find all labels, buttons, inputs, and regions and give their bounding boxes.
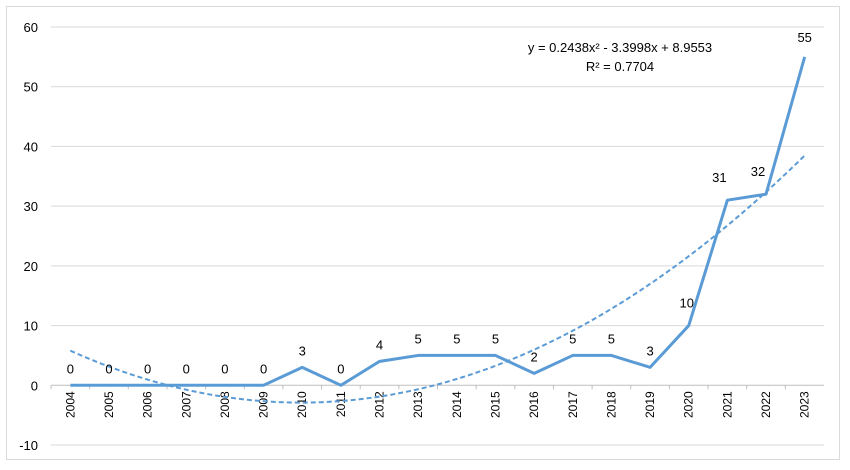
data-label: 10 — [679, 296, 693, 311]
data-label: 31 — [712, 170, 726, 185]
data-label: 3 — [646, 343, 653, 358]
y-tick-label: 40 — [24, 139, 38, 154]
x-tick-label: 2011 — [334, 391, 348, 417]
y-tick-label: 0 — [31, 378, 38, 393]
data-label: 5 — [453, 331, 460, 346]
data-label: 5 — [415, 331, 422, 346]
y-axis-ticks: -10 0 10 20 30 40 50 60 — [19, 20, 38, 453]
x-tick-label: 2022 — [759, 391, 773, 418]
x-tick-label: 2009 — [257, 391, 271, 418]
data-label: 32 — [751, 164, 765, 179]
data-label: 0 — [144, 361, 151, 376]
x-tick-label: 2014 — [450, 391, 464, 418]
x-tick-label: 2010 — [295, 391, 309, 418]
data-label: 5 — [569, 331, 576, 346]
data-label: 0 — [221, 361, 228, 376]
series-line — [70, 56, 807, 387]
y-tick-label: 50 — [24, 80, 38, 95]
x-tick-label: 2008 — [218, 391, 232, 418]
y-tick-label: -10 — [19, 438, 38, 453]
data-label: 0 — [183, 361, 190, 376]
y-tick-label: 30 — [24, 199, 38, 214]
x-axis-ticks: 2004 2005 2006 2007 2008 2009 2010 2011 2012 2013… — [50, 385, 812, 418]
x-tick-label: 2005 — [102, 391, 116, 418]
data-label: 4 — [376, 337, 383, 352]
data-label: 2 — [531, 349, 538, 364]
x-tick-label: 2007 — [179, 391, 193, 418]
y-tick-label: 60 — [24, 20, 38, 35]
data-label: 0 — [105, 361, 112, 376]
data-label: 3 — [299, 343, 306, 358]
data-label: 0 — [337, 361, 344, 376]
y-tick-label: 20 — [24, 259, 38, 274]
y-tick-label: 10 — [24, 319, 38, 334]
x-tick-label: 2017 — [566, 391, 580, 418]
x-tick-label: 2019 — [643, 391, 657, 418]
trendline-r-squared: R² = 0.7704 — [586, 59, 654, 74]
data-label: 55 — [797, 30, 811, 45]
x-tick-label: 2016 — [527, 391, 541, 418]
x-tick-label: 2015 — [488, 391, 502, 418]
data-label: 5 — [608, 331, 615, 346]
x-tick-label: 2023 — [798, 391, 812, 418]
trendline — [69, 154, 806, 404]
data-label: 0 — [67, 361, 74, 376]
x-tick-label: 2021 — [720, 391, 734, 418]
x-tick-label: 2020 — [682, 391, 696, 418]
gridlines — [51, 26, 824, 446]
x-tick-label: 2006 — [141, 391, 155, 418]
x-tick-label: 2004 — [63, 391, 77, 418]
data-label: 0 — [260, 361, 267, 376]
x-tick-label: 2013 — [411, 391, 425, 418]
data-label: 5 — [492, 331, 499, 346]
x-tick-label: 2018 — [604, 391, 618, 418]
trendline-equation: y = 0.2438x² - 3.3998x + 8.9553 — [528, 40, 712, 55]
